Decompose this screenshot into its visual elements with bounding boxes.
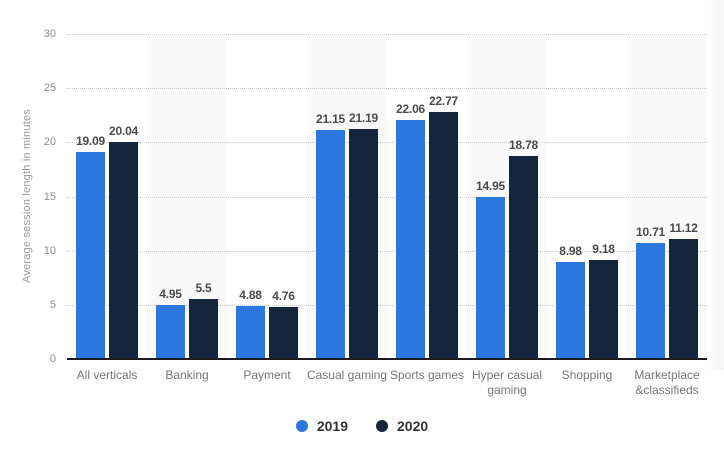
x-category-label: Banking xyxy=(165,368,209,382)
x-category-label: Sports games xyxy=(389,368,465,382)
legend-dot-icon xyxy=(295,420,308,432)
bar-value-label: 5.5 xyxy=(195,281,212,296)
legend-label: 2019 xyxy=(316,418,348,434)
bar-2020 xyxy=(429,112,458,359)
bar-2019 xyxy=(316,129,345,359)
bar-value-label: 21.19 xyxy=(348,111,379,126)
bar-2020 xyxy=(109,141,138,359)
x-category-label: Marketplace &classifieds xyxy=(634,368,700,397)
legend-label: 2020 xyxy=(397,418,429,434)
y-tick-label: 20 xyxy=(43,136,56,149)
gridline xyxy=(67,304,707,306)
bar-2020 xyxy=(589,259,618,359)
gridline xyxy=(67,196,707,198)
x-category-label: All verticals xyxy=(76,368,138,382)
bar-2019 xyxy=(396,120,425,359)
x-category-label: Casual gaming xyxy=(306,368,388,382)
gridline xyxy=(67,142,707,144)
bar-value-label: 9.18 xyxy=(592,241,615,256)
y-tick-label: 30 xyxy=(43,28,56,40)
bar-2020 xyxy=(349,129,378,359)
bar-value-label: 21.15 xyxy=(315,111,346,126)
bar-2019 xyxy=(556,261,585,359)
bar-2020 xyxy=(269,307,298,359)
bar-value-label: 4.76 xyxy=(272,289,295,304)
y-tick-label: 15 xyxy=(43,190,56,203)
x-category-label: Payment xyxy=(243,368,291,382)
y-tick-label: 10 xyxy=(43,244,56,257)
gridline xyxy=(67,250,707,252)
legend-item-2020[interactable]: 2020 xyxy=(376,418,428,434)
y-tick-label: 0 xyxy=(49,353,56,365)
bar-2019 xyxy=(236,306,265,359)
bar-2019 xyxy=(156,305,185,359)
bar-value-label: 11.12 xyxy=(669,220,698,235)
bar-2020 xyxy=(669,238,698,359)
bar-value-label: 18.78 xyxy=(508,137,539,152)
bar-2020 xyxy=(509,155,538,359)
y-tick-label: 5 xyxy=(49,298,56,311)
x-category-label: Hyper casual gaming xyxy=(471,368,543,397)
bar-value-label: 22.77 xyxy=(428,94,459,109)
bar-value-label: 14.95 xyxy=(475,179,506,194)
x-category-label: Shopping xyxy=(561,368,613,382)
bar-value-label: 8.98 xyxy=(559,243,582,258)
y-tick-label: 25 xyxy=(43,82,56,95)
bar-value-label: 19.09 xyxy=(75,134,106,149)
bar-2020 xyxy=(189,299,218,359)
bar-value-label: 22.06 xyxy=(395,102,426,117)
legend-dot-icon xyxy=(376,420,388,432)
legend: 2019 2020 xyxy=(0,418,724,434)
bar-value-label: 4.95 xyxy=(159,287,182,302)
gridline xyxy=(67,88,707,90)
bar-2019 xyxy=(76,152,105,359)
bar-value-label: 10.71 xyxy=(635,224,666,239)
legend-item-2019[interactable]: 2019 xyxy=(295,418,348,434)
bar-2019 xyxy=(636,242,665,359)
bar-value-label: 20.04 xyxy=(108,123,139,138)
bar-value-label: 4.88 xyxy=(239,288,262,303)
x-axis-line xyxy=(67,358,707,360)
bar-2019 xyxy=(476,197,505,359)
right-edge-fade xyxy=(706,0,724,370)
gridline xyxy=(67,34,707,35)
